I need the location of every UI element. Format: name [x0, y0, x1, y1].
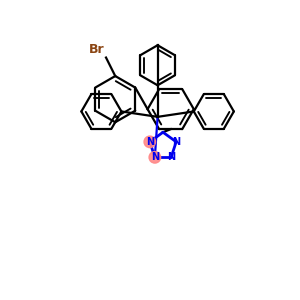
Text: N: N — [151, 152, 159, 162]
Text: N: N — [172, 137, 180, 147]
Circle shape — [149, 152, 160, 163]
Text: Br: Br — [89, 44, 105, 56]
Circle shape — [144, 136, 156, 148]
Text: N: N — [146, 137, 154, 147]
Text: N: N — [167, 152, 175, 162]
